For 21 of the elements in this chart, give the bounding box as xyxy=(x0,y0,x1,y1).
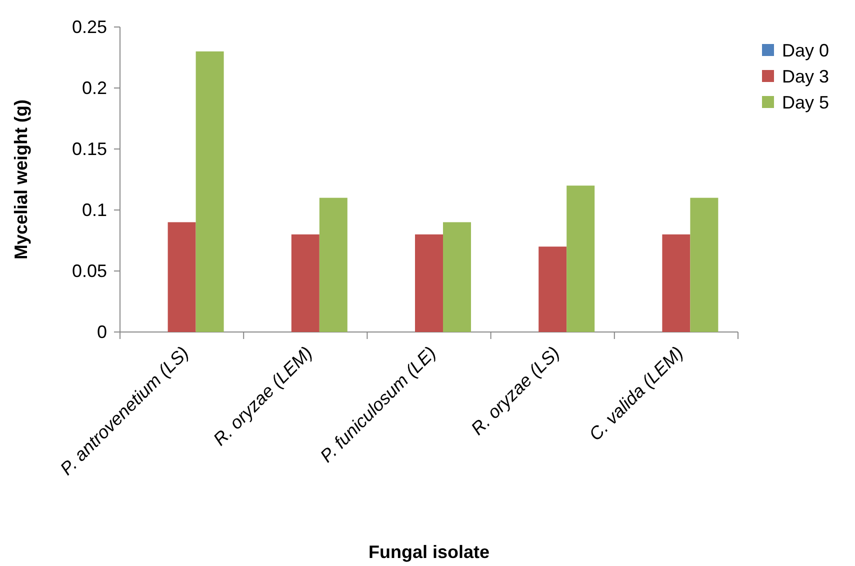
bar xyxy=(196,51,224,332)
y-tick-label: 0.15 xyxy=(72,138,107,159)
y-tick-label: 0 xyxy=(96,322,107,342)
y-tick-label: 0.2 xyxy=(82,78,107,98)
bar xyxy=(443,222,471,332)
legend-label: Day 0 xyxy=(782,40,830,60)
y-axis-title: Mycelial weight (g) xyxy=(11,99,31,260)
y-tick-label: 0.05 xyxy=(72,260,107,281)
legend-label: Day 5 xyxy=(782,92,830,112)
bar xyxy=(291,234,320,332)
bar xyxy=(415,234,443,332)
y-tick-label: 0.1 xyxy=(82,200,107,220)
bar xyxy=(538,246,567,332)
bar xyxy=(168,222,196,332)
legend-label: Day 3 xyxy=(782,66,830,86)
y-tick-label: 0.25 xyxy=(72,16,107,37)
bar xyxy=(566,186,595,332)
bar xyxy=(662,234,690,332)
bar xyxy=(690,198,718,332)
bar xyxy=(319,198,348,332)
x-axis-title: Fungal isolate xyxy=(368,542,490,562)
